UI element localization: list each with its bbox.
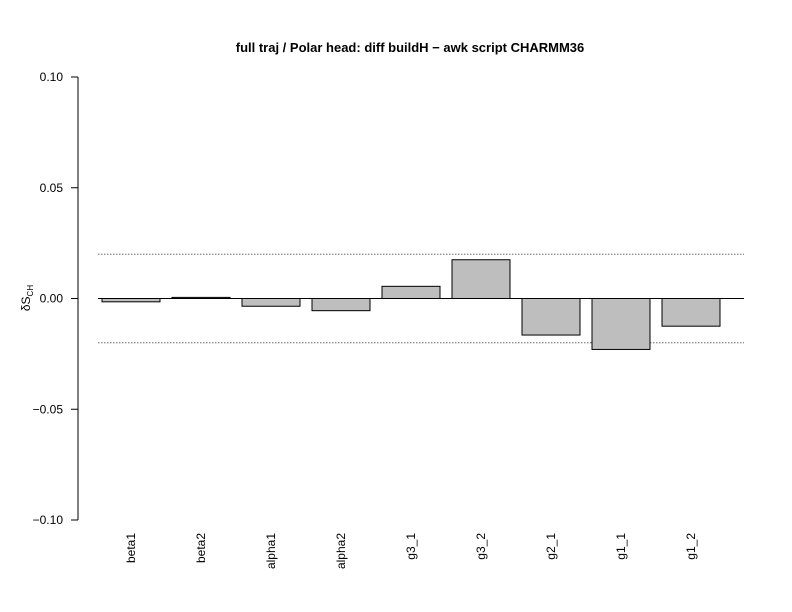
bar-g3_1 bbox=[381, 285, 441, 300]
y-tick-label: −0.05 bbox=[33, 402, 64, 416]
x-tick-label: g3_1 bbox=[404, 533, 418, 560]
bar-alpha1 bbox=[241, 298, 301, 307]
bar-g1_1 bbox=[591, 298, 651, 350]
x-tick-label: g1_1 bbox=[614, 533, 628, 560]
x-tick-label: beta1 bbox=[124, 533, 138, 563]
svg-text:δSCH: δSCH bbox=[19, 285, 35, 311]
y-tick-label: −0.10 bbox=[33, 513, 64, 527]
chart-title: full traj / Polar head: diff buildH − aw… bbox=[236, 40, 585, 55]
y-axis-label: δSCH bbox=[19, 285, 35, 311]
y-axis-label-main: δS bbox=[19, 296, 33, 311]
x-tick-label: alpha2 bbox=[334, 533, 348, 569]
y-axis-label-sub: CH bbox=[26, 285, 35, 297]
bar-beta1 bbox=[101, 298, 161, 303]
x-tick-label: beta2 bbox=[194, 533, 208, 563]
y-tick-label: 0.05 bbox=[40, 181, 64, 195]
x-tick-label: g3_2 bbox=[474, 533, 488, 560]
x-tick-label: g1_2 bbox=[684, 533, 698, 560]
y-tick-label: 0.00 bbox=[40, 292, 64, 306]
x-tick-label: g2_1 bbox=[544, 533, 558, 560]
bar-beta2 bbox=[171, 296, 231, 299]
bar-g3_2 bbox=[451, 259, 511, 299]
bar-g2_1 bbox=[521, 298, 581, 336]
y-tick-label: 0.10 bbox=[40, 70, 64, 84]
bar-g1_2 bbox=[661, 298, 721, 327]
x-tick-label: alpha1 bbox=[264, 533, 278, 569]
bar-alpha2 bbox=[311, 298, 371, 312]
